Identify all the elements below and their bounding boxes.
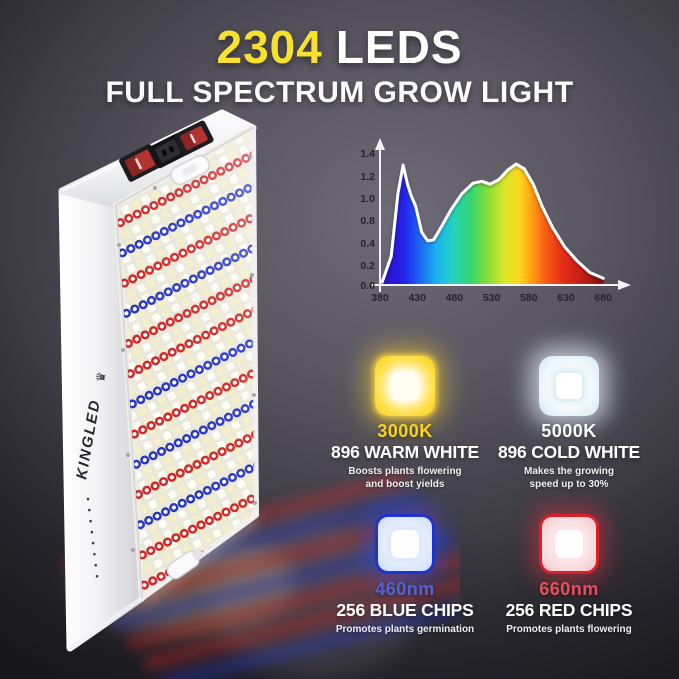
chip-description: Makes the growing speed up to 30% [523,465,614,490]
reflection-stripe [143,577,460,670]
x-axis-arrow-icon [618,280,631,290]
power-switch [119,144,161,182]
warm-white-led-icon [375,356,435,416]
y-tick: 0.4 [360,238,375,250]
y-tick: 1.2 [360,171,375,183]
spectrum-chart: 1.4 1.2 1.0 0.8 0.4 0.2 0.0 380 430 480 … [360,130,640,305]
led-count: 2304 [216,21,323,73]
chip-name: 896 COLD WHITE [497,441,641,462]
y-tick-labels: 1.4 1.2 1.0 0.8 0.4 0.2 0.0 [360,148,375,292]
led-die [391,529,419,558]
chip-blue: 460nm 256 BLUE CHIPS Promotes plants ger… [323,513,487,636]
led-count-heading: 2304 LEDS [0,22,679,73]
chip-callouts: 3000K 896 WARM WHITE Boosts plants flowe… [323,356,651,636]
led-word: LEDS [335,21,463,73]
x-tick: 680 [594,292,612,304]
chip-cold-white: 5000K 896 COLD WHITE Makes the growing s… [487,356,651,491]
chip-name: 256 RED CHIPS [505,599,633,620]
power-switch-2 [174,120,214,156]
chip-value: 3000K [377,421,433,441]
page-title: 2304 LEDS FULL SPECTRUM GROW LIGHT [0,22,679,110]
side-face-junction [115,204,143,599]
chip-value: 5000K [541,421,597,441]
spectrum-curve [380,162,605,284]
subtitle: FULL SPECTRUM GROW LIGHT [105,75,574,109]
y-tick: 1.4 [360,148,375,160]
y-tick: 0.0 [360,280,375,292]
chip-value: 660nm [539,578,599,599]
x-tick-labels: 380 430 480 530 580 630 680 [371,292,612,304]
y-tick: 0.2 [360,260,375,272]
spectrum-area [382,164,604,285]
chip-warm-white: 3000K 896 WARM WHITE Boosts plants flowe… [323,356,487,491]
led-die [555,529,583,558]
led-die [554,371,584,401]
face-sheen [116,128,256,598]
chip-value: 460nm [375,578,435,599]
chip-red: 660nm 256 RED CHIPS Promotes plants flow… [487,513,651,636]
reflection-stripe [160,601,460,679]
grow-light-panel: KINGLED ♛ [58,109,460,679]
brand-crown-icon: ♛ [93,370,109,383]
led-die [391,372,419,400]
chip-description: Promotes plants flowering [506,623,632,635]
blue-led-icon [375,513,435,574]
chip-name: 256 BLUE CHIPS [336,599,474,620]
x-tick: 580 [520,292,538,304]
cold-white-led-icon [539,356,599,416]
x-tick: 530 [483,292,501,304]
chip-description: Promotes plants germination [335,623,475,635]
hanger-clip-bottom [166,549,204,580]
red-led-icon [539,513,599,574]
x-tick: 430 [408,292,426,304]
x-tick: 630 [557,292,575,304]
y-tick: 0.8 [360,215,375,227]
chip-name: 896 WARM WHITE [331,441,479,462]
x-tick: 380 [371,292,389,304]
vent-holes [86,497,100,587]
x-tick: 480 [446,292,464,304]
spectrum-chart-svg: 1.4 1.2 1.0 0.8 0.4 0.2 0.0 380 430 480 … [360,138,631,304]
y-axis-arrow-icon [375,138,385,150]
screws [117,155,257,552]
hanger-clip-top [170,154,210,186]
chip-description: Boosts plants flowering and boost yields [348,465,462,490]
y-tick: 1.0 [360,193,375,205]
